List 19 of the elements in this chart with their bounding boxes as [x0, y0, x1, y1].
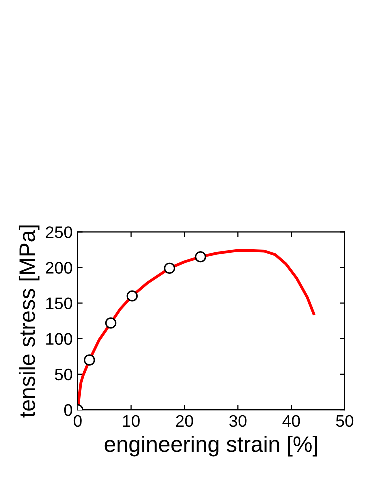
y-tick-label: 0 [64, 404, 72, 416]
point [164, 262, 176, 274]
y-tick-label: 250 [46, 226, 72, 238]
point [195, 251, 206, 263]
y-tick-label: 50 [55, 368, 72, 381]
y-tick-label: 100 [46, 333, 72, 346]
x-tick-label: 20 [176, 415, 194, 428]
x-tick-label: 40 [282, 415, 300, 428]
x-tick-label: 30 [230, 415, 247, 428]
x-axis-title: engineering strain [%] [104, 436, 318, 457]
point [84, 354, 96, 366]
point [105, 318, 117, 329]
point [126, 290, 138, 302]
x-tick-label: 50 [336, 415, 354, 428]
x-tick-label: 0 [74, 415, 82, 428]
x-tick-label: 10 [123, 415, 140, 428]
y-tick-label: 200 [46, 262, 72, 274]
y-tick-label: 150 [46, 298, 72, 310]
y-axis-title: tensile stress [MPa] [18, 226, 40, 418]
